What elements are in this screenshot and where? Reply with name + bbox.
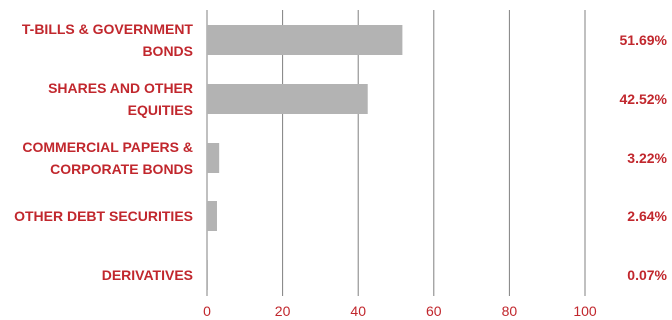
x-tick-label: 100 [573, 303, 597, 319]
category-label-line: EQUITIES [128, 102, 193, 118]
x-tick-label: 60 [426, 303, 442, 319]
x-tick-label: 20 [275, 303, 291, 319]
category-label-line: T-BILLS & GOVERNMENT [22, 21, 194, 37]
x-tick-label: 40 [350, 303, 366, 319]
category-label: COMMERCIAL PAPERS & CORPORATE BONDS [22, 139, 193, 177]
category-label-line: SHARES AND OTHER [48, 80, 193, 96]
category-label: DERIVATIVES [102, 267, 193, 283]
x-axis-tick-labels: 0 20 40 60 80 100 [203, 303, 597, 319]
x-tick-label: 80 [502, 303, 518, 319]
bar [207, 25, 403, 55]
bar [207, 84, 368, 114]
category-label-line: COMMERCIAL PAPERS & [22, 139, 193, 155]
data-label: 51.69% [620, 32, 668, 48]
gridlines [206, 10, 586, 296]
bars [207, 25, 403, 290]
data-label: 2.64% [627, 208, 667, 224]
category-label-line: OTHER DEBT SECURITIES [14, 208, 193, 224]
bar [207, 201, 217, 231]
bar [207, 143, 220, 173]
x-tick-label: 0 [203, 303, 211, 319]
value-labels: 51.69% 42.52% 3.22% 2.64% 0.07% [620, 32, 668, 283]
category-label: OTHER DEBT SECURITIES [14, 208, 193, 224]
category-label-line: DERIVATIVES [102, 267, 193, 283]
bar [207, 260, 208, 290]
data-label: 3.22% [627, 150, 667, 166]
data-label: 42.52% [620, 91, 668, 107]
category-label: SHARES AND OTHER EQUITIES [48, 80, 193, 118]
category-label-line: CORPORATE BONDS [50, 161, 193, 177]
category-label: T-BILLS & GOVERNMENT BONDS [22, 21, 194, 59]
category-label-line: BONDS [142, 43, 193, 59]
category-labels: T-BILLS & GOVERNMENT BONDS SHARES AND OTHE… [14, 21, 193, 283]
data-label: 0.07% [627, 267, 667, 283]
